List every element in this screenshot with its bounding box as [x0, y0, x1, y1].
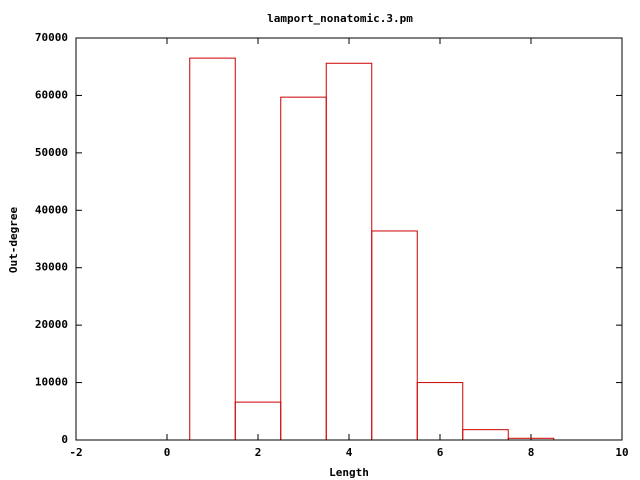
x-tick-label: 4 — [346, 446, 353, 459]
chart-title: lamport_nonatomic.3.pm — [267, 12, 413, 25]
y-tick-label: 70000 — [35, 31, 68, 44]
x-tick-label: -2 — [69, 446, 82, 459]
plot-frame — [75, 37, 623, 441]
y-tick-label: 30000 — [35, 261, 68, 274]
y-tick-label: 50000 — [35, 146, 68, 159]
y-tick-label: 20000 — [35, 318, 68, 331]
y-axis-label: Out-degree — [7, 207, 20, 274]
x-axis-label: Length — [329, 466, 369, 479]
x-tick-label: 10 — [615, 446, 628, 459]
x-tick-label: 8 — [528, 446, 535, 459]
y-tick-label: 10000 — [35, 376, 68, 389]
y-tick-label: 60000 — [35, 88, 68, 101]
x-tick-label: 0 — [164, 446, 171, 459]
x-tick-label: 6 — [437, 446, 444, 459]
x-tick-label: 2 — [255, 446, 262, 459]
y-tick-label: 40000 — [35, 203, 68, 216]
y-tick-label: 0 — [61, 433, 68, 446]
